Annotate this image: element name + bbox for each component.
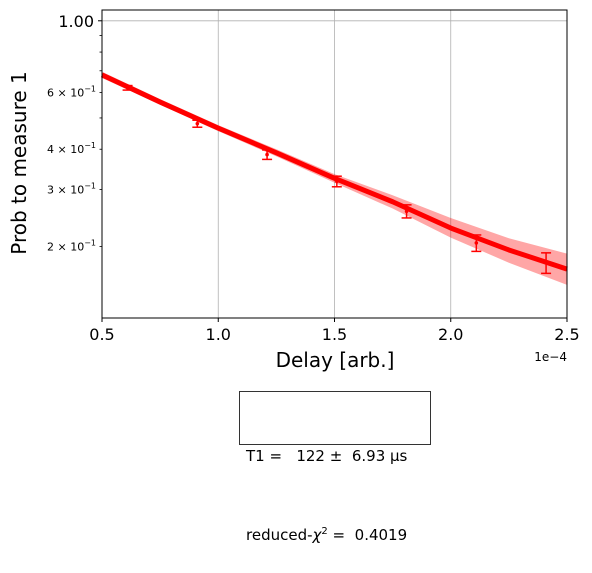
- x-axis-offset-label: 1e−4: [534, 350, 567, 364]
- point-marker: [404, 209, 409, 214]
- point-marker: [474, 241, 479, 245]
- y-minor-tick-label: 6 × 10−1: [47, 84, 96, 99]
- point-marker: [544, 260, 548, 265]
- point-marker: [195, 121, 200, 126]
- data-point: [122, 84, 133, 91]
- data-point: [192, 119, 203, 128]
- x-tick-label: 1.5: [322, 325, 347, 344]
- chi2-value: = 0.4019: [327, 526, 408, 544]
- x-axis-ticks: 0.5 1.0 1.5 2.0 2.5: [89, 318, 580, 344]
- fit-result-chi2: reduced-χ2 = 0.4019: [246, 519, 426, 548]
- chi2-prefix: reduced-: [246, 526, 313, 544]
- data-point: [401, 204, 412, 219]
- chart: 0.5 1.0 1.5 2.0 2.5 1.00 2 × 10−1 3 × 10−1 4 × …: [7, 9, 580, 372]
- x-tick-label: 2.0: [438, 325, 463, 344]
- x-tick-label: 0.5: [89, 325, 114, 344]
- y-minor-tick-label: 2 × 10−1: [47, 238, 96, 253]
- data-point: [471, 234, 482, 253]
- y-axis-ticks: 1.00 2 × 10−1 3 × 10−1 4 × 10−1 6 × 10−1: [47, 12, 102, 253]
- y-minor-tick-label: 4 × 10−1: [47, 141, 96, 156]
- y-axis-label: Prob to measure 1: [7, 71, 31, 255]
- fit-line: [100, 72, 568, 272]
- chi-symbol: χ: [312, 526, 322, 544]
- x-axis-label: Delay [arb.]: [276, 348, 395, 372]
- fit-result-t1: T1 = 122 ± 6.93 µs: [246, 447, 408, 465]
- data-point: [262, 149, 273, 161]
- point-marker: [335, 179, 339, 184]
- x-tick-label: 1.0: [206, 325, 231, 344]
- data-point: [331, 175, 342, 188]
- point-marker: [125, 85, 130, 90]
- fit-result-box: T1 = 122 ± 6.93 µs reduced-χ2 = 0.4019: [239, 391, 431, 544]
- y-major-tick-label: 1.00: [58, 12, 94, 31]
- x-tick-label: 2.5: [554, 325, 579, 344]
- data-points-layer: [122, 84, 552, 275]
- grid: [101, 10, 568, 318]
- point-marker: [265, 152, 269, 157]
- fit-line-layer: [100, 72, 568, 272]
- y-minor-tick-label: 3 × 10−1: [47, 182, 96, 197]
- data-point: [541, 252, 552, 275]
